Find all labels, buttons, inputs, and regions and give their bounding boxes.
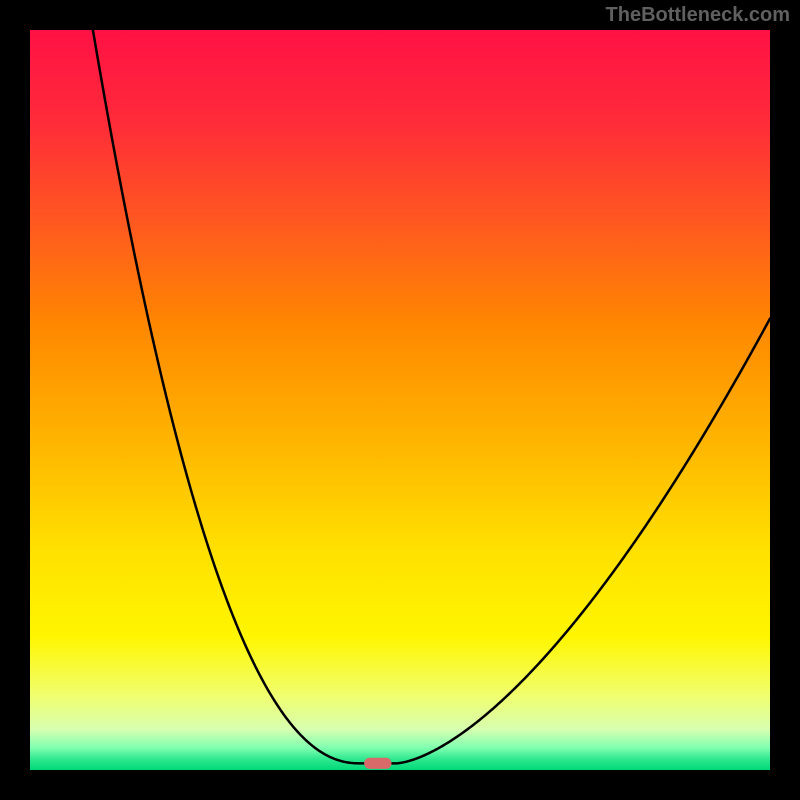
plot-background — [30, 30, 770, 770]
watermark-text: TheBottleneck.com — [606, 4, 790, 27]
optimum-marker — [364, 758, 391, 769]
chart-container: TheBottleneck.com — [0, 0, 800, 800]
bottleneck-chart — [0, 0, 800, 800]
